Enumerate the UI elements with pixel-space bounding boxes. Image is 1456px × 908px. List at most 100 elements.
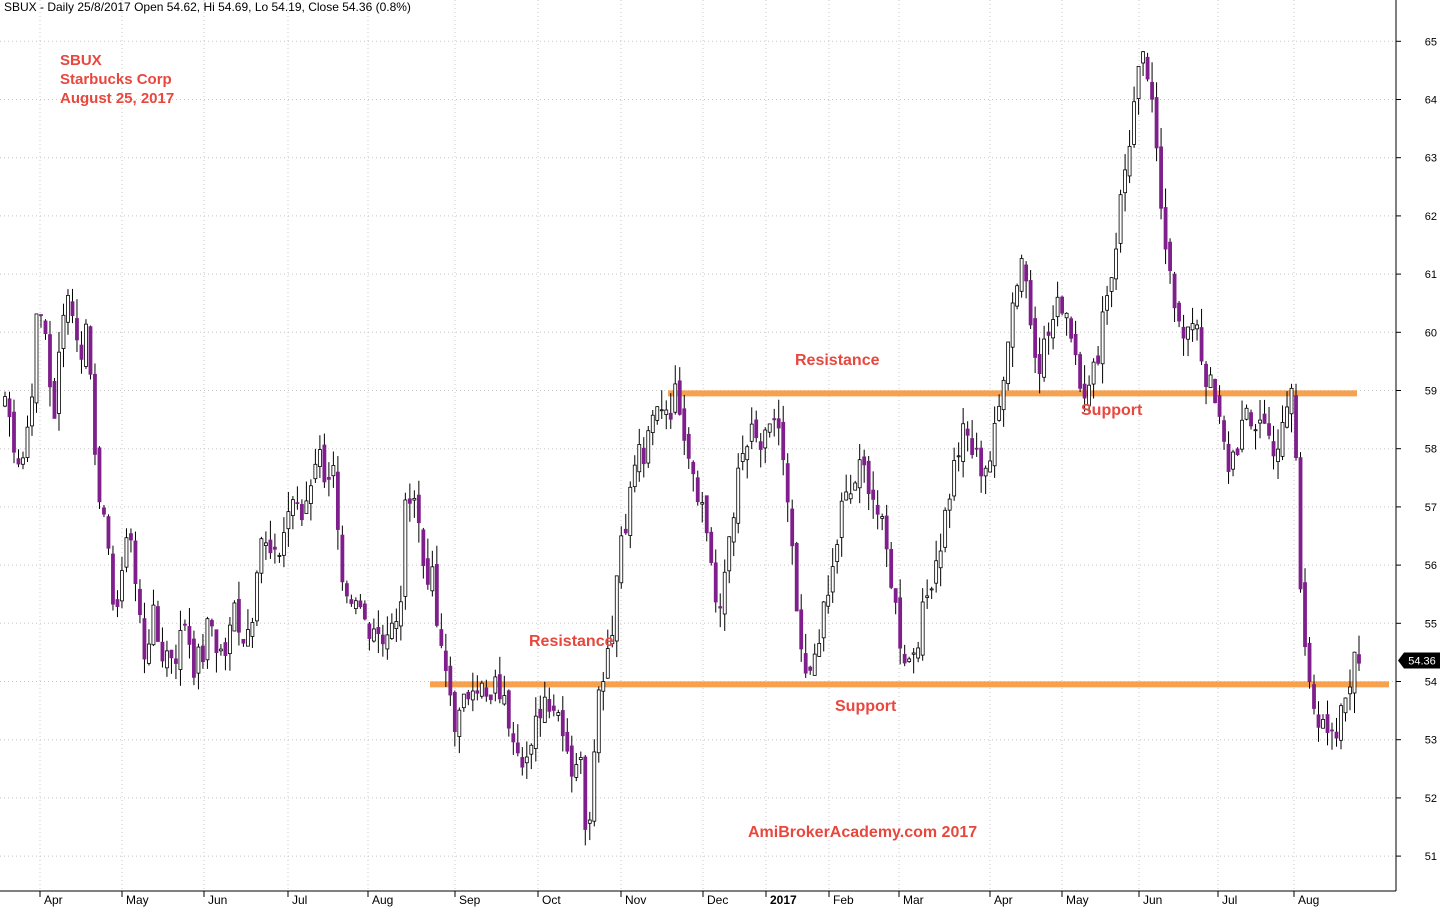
candle-body (219, 648, 223, 652)
x-tick-label: Feb (833, 893, 854, 907)
candle-body (574, 764, 579, 778)
candle-body (911, 652, 916, 655)
x-tick-label: Jun (208, 893, 227, 907)
x-tick-label: Apr (994, 893, 1013, 907)
candle-body (511, 733, 516, 743)
candle-body (592, 751, 597, 822)
chart-header: SBUX - Daily 25/8/2017 Open 54.62, Hi 54… (4, 0, 411, 14)
candle-body (587, 819, 592, 824)
candle-body (785, 463, 790, 503)
candle-body (740, 452, 745, 462)
candle-body (281, 532, 286, 556)
x-tick-label: Apr (44, 893, 63, 907)
candle-body (394, 621, 399, 630)
y-tick-label: 53 (1425, 735, 1437, 747)
candle-body (174, 658, 178, 664)
candle-body (781, 421, 786, 461)
candle-body (524, 756, 529, 764)
candle-body (821, 601, 826, 639)
y-tick-label: 63 (1425, 153, 1437, 165)
candle-body (502, 695, 507, 705)
candle-body (691, 461, 696, 475)
candle-body (79, 344, 84, 360)
candle-body (1199, 327, 1204, 362)
candle-body (151, 604, 156, 646)
candle-body (403, 499, 408, 597)
candle-body (1006, 341, 1011, 384)
candle-body (255, 572, 259, 622)
candle-body (520, 757, 525, 768)
candle-body (947, 498, 952, 511)
candle-body (1334, 731, 1339, 739)
candle-body (1262, 413, 1267, 424)
candle-body (264, 542, 268, 546)
candle-body (290, 499, 295, 516)
candle-body (250, 622, 255, 637)
candle-body (1028, 280, 1033, 326)
candle-body (313, 463, 318, 480)
candle-body (956, 455, 961, 458)
candle-body (898, 597, 903, 649)
candle-body (506, 690, 511, 729)
candle-body (902, 653, 907, 664)
candle-body (246, 629, 250, 647)
candle-body (1010, 302, 1015, 348)
candle-body (57, 351, 61, 414)
candle-body (340, 534, 345, 583)
candle-body (1064, 312, 1069, 319)
candle-body (1123, 169, 1127, 194)
candle-body (138, 588, 142, 616)
candle-body (1222, 420, 1226, 442)
candle-body (120, 570, 124, 602)
candle-body (1096, 355, 1100, 364)
candle-body (1154, 97, 1159, 149)
candle-body (1217, 395, 1222, 417)
candle-body (623, 528, 628, 534)
candle-body (156, 606, 160, 642)
candle-body (713, 562, 718, 603)
candle-body (1348, 686, 1352, 695)
candle-body (1091, 361, 1096, 385)
candle-body (875, 504, 880, 515)
candle-body (21, 457, 25, 465)
candle-body (1042, 338, 1047, 378)
candle-body (48, 334, 52, 388)
candle-body (34, 313, 39, 404)
candle-body (299, 504, 304, 521)
candle-body (93, 373, 97, 455)
candle-body (470, 690, 475, 701)
candle-body (1289, 387, 1294, 415)
company-title: Starbucks Corp (60, 71, 172, 88)
x-tick-label: May (126, 893, 149, 907)
candle-body (111, 553, 115, 605)
candle-body (1244, 407, 1249, 420)
candle-body (880, 516, 885, 519)
candle-body (1190, 323, 1195, 331)
candle-body (497, 674, 502, 700)
support-resistance-lines (430, 390, 1389, 688)
candlesticks (3, 50, 1361, 846)
candle-body (349, 599, 354, 604)
candle-body (1321, 719, 1325, 729)
candle-body (529, 744, 534, 755)
candle-body (1325, 714, 1330, 733)
candle-body (1213, 379, 1217, 404)
candle-body (925, 595, 930, 598)
candle-body (1249, 412, 1253, 427)
candle-body (965, 428, 970, 436)
candle-body (970, 438, 975, 455)
candle-body (160, 641, 165, 662)
y-tick-label: 51 (1425, 851, 1437, 863)
candle-body (610, 635, 615, 645)
candle-body (920, 601, 925, 656)
candle-body (682, 408, 687, 441)
candle-body (1330, 729, 1334, 732)
candle-body (866, 460, 871, 494)
candle-body (380, 634, 385, 645)
candle-body (210, 620, 214, 627)
candle-body (542, 696, 547, 723)
candle-body (52, 381, 57, 419)
candle-body (7, 398, 12, 418)
